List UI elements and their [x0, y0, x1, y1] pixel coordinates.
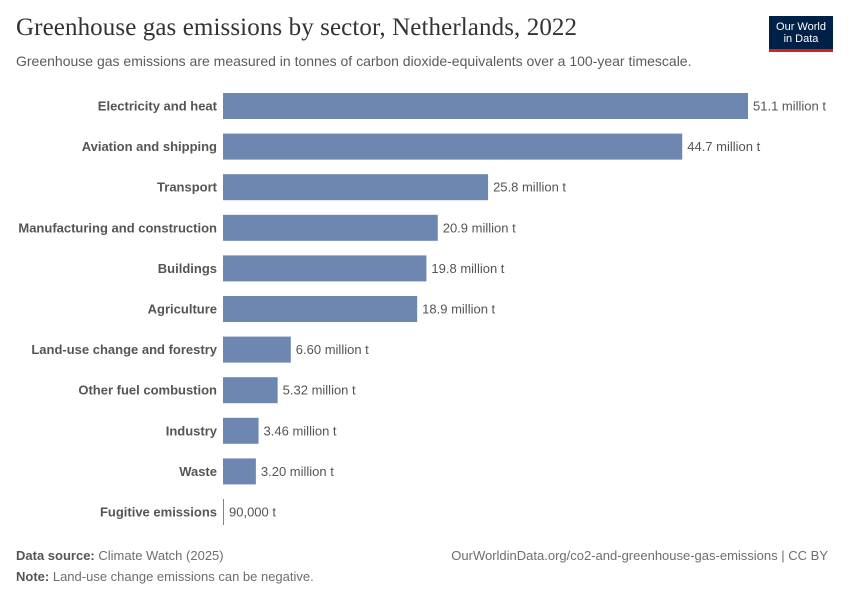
source-url-link[interactable]: OurWorldinData.org/co2-and-greenhouse-ga… [451, 548, 778, 563]
footer-link-group: OurWorldinData.org/co2-and-greenhouse-ga… [451, 548, 828, 563]
category-label: Agriculture [148, 302, 217, 317]
category-label: Waste [179, 464, 217, 479]
chart-subtitle: Greenhouse gas emissions are measured in… [16, 53, 692, 69]
bar[interactable] [223, 255, 427, 282]
value-label: 25.8 million t [493, 180, 566, 195]
value-label: 18.9 million t [422, 302, 495, 317]
data-source-value: Climate Watch (2025) [98, 548, 224, 563]
bar[interactable] [223, 336, 291, 363]
value-label: 5.32 million t [283, 383, 356, 398]
bar[interactable] [223, 214, 438, 241]
owid-logo[interactable]: Our World in Data [769, 16, 833, 52]
note-value: Land-use change emissions can be negativ… [52, 569, 314, 584]
bar[interactable] [223, 458, 256, 485]
value-label: 44.7 million t [687, 139, 760, 154]
bar[interactable] [223, 93, 748, 119]
logo-line-2: in Data [783, 33, 819, 45]
category-label: Aviation and shipping [82, 139, 217, 154]
value-label: 90,000 t [229, 505, 276, 520]
chart-note: Note: Land-use change emissions can be n… [16, 569, 314, 584]
bar-chart: Electricity and heat 51.1 million t Aviati… [18, 93, 826, 525]
bar[interactable] [223, 296, 418, 322]
value-label: 6.60 million t [296, 342, 369, 357]
bar[interactable] [223, 133, 683, 160]
category-label: Industry [166, 423, 218, 438]
bar[interactable] [223, 499, 224, 525]
license-text[interactable]: | CC BY [781, 548, 828, 563]
value-label: 20.9 million t [443, 220, 516, 235]
note-label: Note: [16, 569, 50, 584]
value-label: 3.46 million t [264, 423, 337, 438]
logo-line-1: Our World [776, 21, 826, 33]
chart-title: Greenhouse gas emissions by sector, Neth… [16, 14, 578, 41]
data-source-label: Data source: [16, 548, 95, 563]
category-label: Electricity and heat [98, 99, 218, 114]
value-label: 3.20 million t [261, 464, 334, 479]
bar[interactable] [223, 174, 489, 201]
category-label: Transport [157, 180, 218, 195]
category-label: Other fuel combustion [78, 383, 217, 398]
category-label: Land-use change and forestry [31, 342, 217, 357]
value-label: 19.8 million t [431, 261, 504, 276]
data-source: Data source: Climate Watch (2025) [16, 548, 224, 563]
category-label: Manufacturing and construction [18, 220, 217, 235]
category-label: Buildings [158, 261, 217, 276]
bar[interactable] [223, 417, 259, 444]
category-label: Fugitive emissions [100, 505, 217, 520]
value-label: 51.1 million t [753, 99, 826, 114]
bar[interactable] [223, 377, 278, 404]
